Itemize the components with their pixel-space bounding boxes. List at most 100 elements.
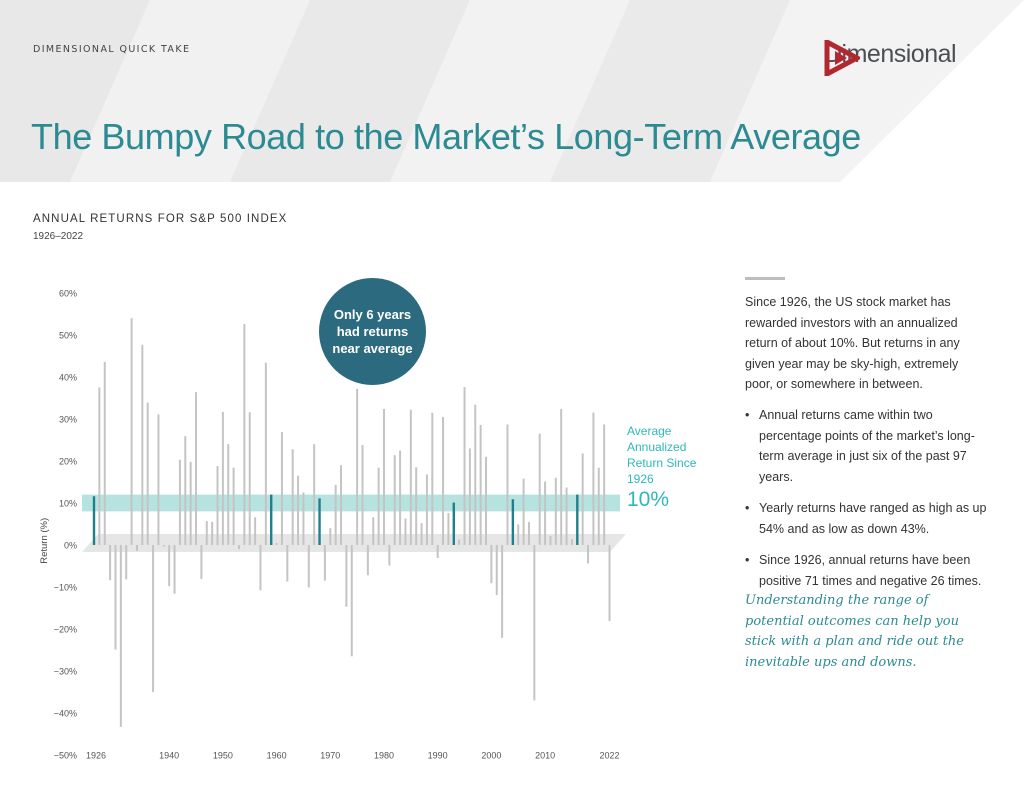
bar xyxy=(393,455,396,545)
bar xyxy=(425,474,428,545)
bar xyxy=(195,392,198,545)
bar xyxy=(152,545,155,692)
bar xyxy=(259,545,262,591)
bar xyxy=(98,387,101,545)
bar xyxy=(184,436,187,545)
bar xyxy=(264,362,267,545)
bar xyxy=(436,545,439,559)
bar xyxy=(227,444,230,545)
y-tick-label: 0% xyxy=(64,541,77,551)
bar xyxy=(549,536,552,545)
bar xyxy=(587,545,590,564)
bar-near-average xyxy=(576,494,579,545)
bullet-item: Since 1926, annual returns have been pos… xyxy=(745,550,990,591)
header-background-pattern xyxy=(0,0,1024,182)
bar xyxy=(538,433,541,545)
bar xyxy=(560,408,563,545)
bar xyxy=(554,477,557,545)
bar xyxy=(189,461,192,545)
bar xyxy=(157,414,160,545)
divider xyxy=(745,277,785,280)
bar xyxy=(135,545,138,551)
bar xyxy=(109,545,112,581)
bar xyxy=(356,388,359,545)
bar xyxy=(297,475,300,545)
page-title: The Bumpy Road to the Market’s Long-Term… xyxy=(31,116,861,157)
bar xyxy=(409,409,412,545)
bar xyxy=(495,545,498,595)
bar-near-average xyxy=(452,502,455,545)
bar xyxy=(366,545,369,576)
y-tick-label: −10% xyxy=(54,583,77,593)
bar xyxy=(522,478,525,545)
bar xyxy=(205,521,208,545)
bar xyxy=(280,432,283,545)
x-tick-label: 2000 xyxy=(481,751,501,761)
bar xyxy=(517,524,520,545)
bar xyxy=(420,523,423,545)
bar xyxy=(200,545,203,580)
bar xyxy=(506,424,509,545)
bar xyxy=(216,466,219,545)
bar xyxy=(162,545,165,547)
kicker: DIMENSIONAL QUICK TAKE xyxy=(33,44,191,55)
y-tick-label: 30% xyxy=(59,415,77,425)
bar xyxy=(581,453,584,545)
x-tick-label: 1990 xyxy=(428,751,448,761)
bar xyxy=(345,545,348,607)
bar xyxy=(570,539,573,545)
y-tick-label: 60% xyxy=(59,289,77,299)
bullet-list: Annual returns came within two percentag… xyxy=(745,405,990,602)
bar xyxy=(141,344,144,545)
bar xyxy=(125,545,128,580)
average-label: Average Annualized Return Since 1926 xyxy=(627,424,697,486)
bar xyxy=(340,465,343,545)
bar xyxy=(361,445,364,545)
bar xyxy=(388,545,391,566)
bar-near-average xyxy=(318,498,321,545)
bar xyxy=(399,450,402,545)
bar xyxy=(243,324,246,545)
bar xyxy=(275,542,278,545)
y-axis-label: Return (%) xyxy=(39,518,50,564)
bar xyxy=(597,467,600,545)
bar xyxy=(313,444,316,545)
bar xyxy=(458,539,461,545)
bar xyxy=(431,412,434,545)
dimensional-logo-icon xyxy=(824,40,860,76)
y-tick-label: 10% xyxy=(59,499,77,509)
bar xyxy=(350,545,353,657)
closing-text: Understanding the range of potential out… xyxy=(745,593,964,670)
x-tick-label: 1950 xyxy=(213,751,233,761)
bar xyxy=(211,521,214,545)
bar xyxy=(173,545,176,594)
bar xyxy=(474,404,477,545)
bar xyxy=(286,545,289,582)
bar xyxy=(146,402,149,545)
bar xyxy=(291,449,294,545)
bar-near-average xyxy=(270,494,273,545)
bar xyxy=(307,545,310,588)
bar-near-average xyxy=(511,499,515,545)
bar xyxy=(468,448,471,545)
bar xyxy=(463,387,466,545)
bar xyxy=(119,545,122,727)
bar xyxy=(377,467,380,545)
bar xyxy=(372,517,375,545)
x-tick-label: 1970 xyxy=(320,751,340,761)
chart-subtitle: 1926–2022 xyxy=(33,231,84,242)
bar xyxy=(334,484,337,545)
bar xyxy=(382,408,385,545)
chart-title: ANNUAL RETURNS FOR S&P 500 INDEX xyxy=(33,213,288,225)
intro-text: Since 1926, the US stock market has rewa… xyxy=(745,295,960,391)
bar xyxy=(479,424,482,545)
y-tick-label: 20% xyxy=(59,457,77,467)
bar xyxy=(329,528,332,545)
bar xyxy=(254,517,257,545)
x-tick-label: 2022 xyxy=(600,751,620,761)
y-tick-label: 50% xyxy=(59,331,77,341)
bar xyxy=(527,521,530,545)
bar xyxy=(533,545,536,701)
bar xyxy=(103,361,106,545)
bar xyxy=(485,456,488,545)
